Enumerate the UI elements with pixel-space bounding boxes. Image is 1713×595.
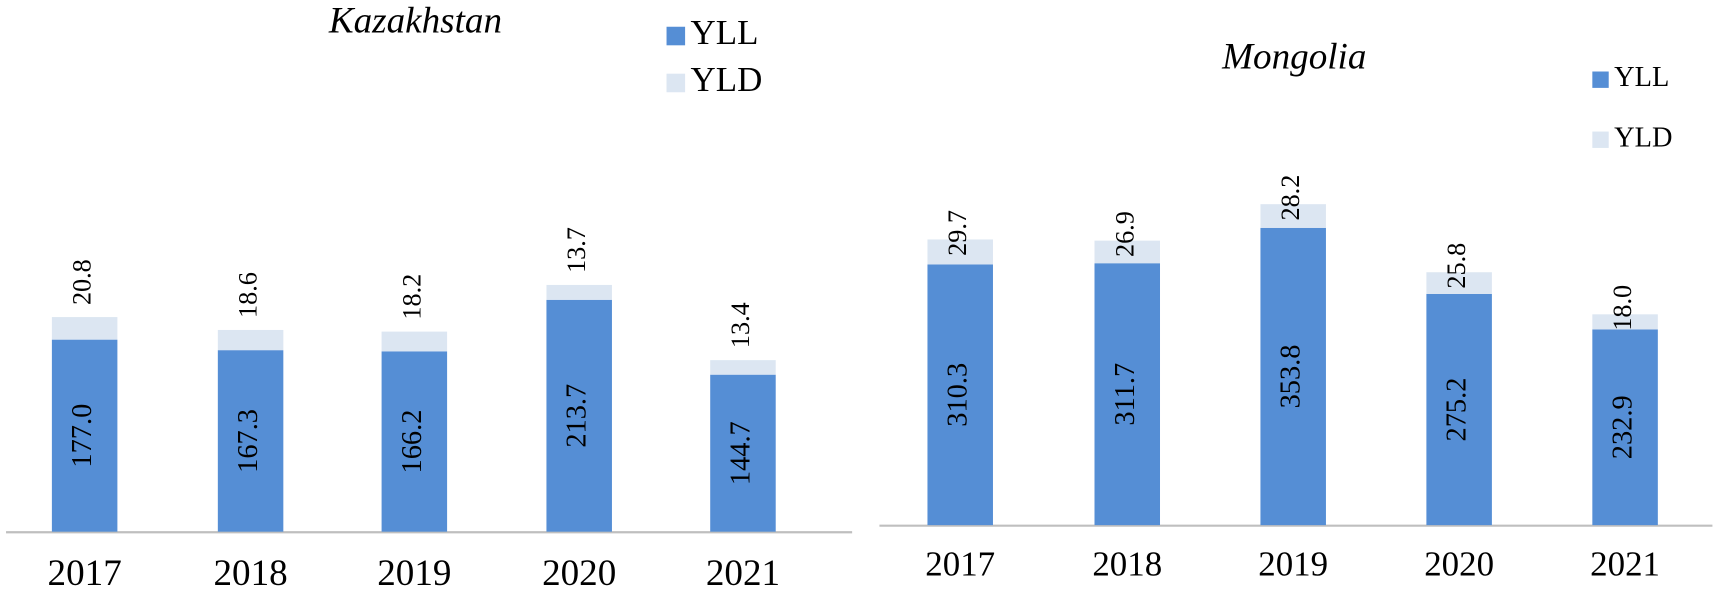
- value-label: 13.7: [562, 227, 591, 273]
- bar-segment: [1094, 263, 1161, 526]
- value-label: 177.0: [67, 404, 98, 468]
- legend-label: YLD: [691, 60, 763, 99]
- bar-segment: [217, 329, 284, 351]
- legend-label: YLL: [1614, 62, 1669, 93]
- value-label: 13.4: [726, 302, 755, 348]
- bar-segment: [381, 351, 448, 532]
- x-tick-label: 2020: [542, 553, 616, 594]
- bar-segment: [710, 360, 776, 375]
- value-label: 310.3: [943, 363, 974, 427]
- bar-segment: [217, 350, 284, 532]
- legend-label: YLD: [1614, 122, 1672, 153]
- legend-label: YLL: [691, 13, 759, 52]
- value-label: 25.8: [1442, 243, 1471, 289]
- x-tick-label: 2019: [1258, 545, 1328, 584]
- x-tick-label: 2019: [377, 553, 451, 594]
- value-label: 29.7: [943, 210, 972, 256]
- x-tick-label: 2017: [925, 545, 995, 584]
- legend-swatch: [666, 73, 686, 93]
- bar-segment: [710, 374, 776, 532]
- x-tick-label: 2018: [213, 553, 287, 594]
- value-label: 18.6: [234, 272, 263, 318]
- x-tick-label: 2021: [1590, 545, 1660, 584]
- legend-swatch: [1592, 131, 1609, 148]
- chart-title: Kazakhstan: [328, 1, 502, 42]
- bar-segment: [1426, 293, 1492, 526]
- value-label: 26.9: [1110, 211, 1139, 257]
- value-label: 18.2: [397, 274, 426, 320]
- value-label: 311.7: [1110, 363, 1141, 426]
- chart-title: Mongolia: [1221, 37, 1366, 78]
- bar-segment: [1426, 272, 1492, 294]
- value-label: 213.7: [562, 384, 593, 448]
- value-label: 20.8: [68, 259, 97, 305]
- bar-segment: [546, 299, 612, 532]
- bar-segment: [1094, 240, 1161, 264]
- bar-segment: [927, 239, 993, 265]
- value-label: 28.2: [1276, 175, 1305, 221]
- value-label: 232.9: [1608, 395, 1639, 459]
- value-label: 353.8: [1276, 345, 1307, 409]
- legend-swatch: [1592, 71, 1609, 88]
- value-label: 275.2: [1442, 378, 1473, 442]
- bar-segment: [1260, 204, 1326, 228]
- bar-segment: [1592, 314, 1658, 330]
- bar-segment: [381, 331, 448, 352]
- value-label: 18.0: [1608, 285, 1637, 331]
- bar-segment: [51, 317, 118, 340]
- x-tick-label: 2021: [706, 553, 780, 594]
- value-label: 144.7: [725, 421, 756, 485]
- value-label: 166.2: [397, 410, 428, 474]
- value-label: 167.3: [233, 409, 264, 473]
- bar-segment: [1592, 329, 1658, 526]
- bar-segment: [927, 264, 993, 526]
- legend-swatch: [666, 26, 686, 46]
- x-tick-label: 2018: [1092, 545, 1162, 584]
- x-tick-label: 2020: [1424, 545, 1494, 584]
- bar-segment: [51, 339, 118, 532]
- bar-segment: [1260, 227, 1326, 526]
- x-tick-label: 2017: [48, 553, 122, 594]
- bar-segment: [546, 284, 612, 300]
